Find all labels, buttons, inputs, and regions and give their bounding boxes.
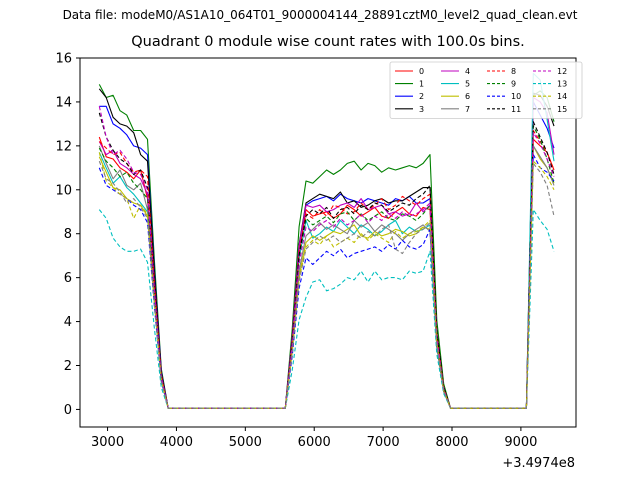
series-line-12 bbox=[98, 106, 555, 409]
y-tick-label-0: 0 bbox=[64, 403, 72, 418]
x-tick-label-3000: 3000 bbox=[91, 435, 124, 450]
series-line-13 bbox=[98, 209, 555, 409]
legend-label-15: 15 bbox=[557, 105, 567, 114]
legend-label-1: 1 bbox=[419, 80, 424, 89]
series-line-5 bbox=[98, 72, 555, 409]
legend-label-12: 12 bbox=[557, 67, 567, 76]
y-tick-label-16: 16 bbox=[55, 52, 72, 67]
series-line-0 bbox=[98, 136, 555, 409]
series-line-2 bbox=[99, 101, 555, 409]
x-tick-label-5000: 5000 bbox=[229, 435, 262, 450]
series-line-11 bbox=[98, 112, 555, 409]
legend-label-5: 5 bbox=[465, 80, 470, 89]
x-tick-label-6000: 6000 bbox=[298, 435, 331, 450]
x-tick-label-8000: 8000 bbox=[435, 435, 468, 450]
series-line-3 bbox=[98, 88, 555, 409]
series-line-15 bbox=[98, 160, 555, 409]
axis-ticks: 3000 4000 5000 6000 7000 8000 9000024681012141… bbox=[55, 52, 537, 451]
x-tick-label-7000: 7000 bbox=[367, 435, 400, 450]
y-tick-label-12: 12 bbox=[55, 139, 72, 154]
legend-label-6: 6 bbox=[465, 92, 470, 101]
y-tick-label-2: 2 bbox=[64, 359, 72, 374]
y-tick-label-10: 10 bbox=[55, 183, 72, 198]
legend-label-10: 10 bbox=[511, 92, 521, 101]
series-line-6 bbox=[98, 145, 555, 409]
axes-frame bbox=[79, 57, 577, 428]
series-line-4 bbox=[98, 96, 555, 409]
legend-label-4: 4 bbox=[465, 67, 470, 76]
series-line-1 bbox=[98, 84, 555, 409]
x-axis-offset-label: +3.4974e8 bbox=[502, 456, 575, 471]
legend-label-0: 0 bbox=[419, 67, 424, 76]
series-line-9 bbox=[98, 125, 555, 409]
x-tick-label-4000: 4000 bbox=[160, 435, 193, 450]
series-line-14 bbox=[98, 152, 555, 409]
series-line-8 bbox=[98, 129, 555, 409]
legend-box bbox=[389, 61, 583, 119]
legend-label-9: 9 bbox=[511, 80, 516, 89]
y-tick-label-8: 8 bbox=[64, 227, 72, 242]
legend-label-11: 11 bbox=[511, 105, 521, 114]
legend-label-7: 7 bbox=[465, 105, 470, 114]
series-line-10 bbox=[98, 154, 555, 409]
y-tick-label-6: 6 bbox=[64, 271, 72, 286]
series-line-7 bbox=[98, 145, 555, 409]
legend-label-2: 2 bbox=[419, 92, 424, 101]
legend-label-14: 14 bbox=[557, 92, 567, 101]
series-lines bbox=[98, 72, 555, 409]
legend-label-13: 13 bbox=[557, 80, 567, 89]
figure-suptitle: Data file: modeM0/AS1A10_064T01_90000041… bbox=[62, 8, 578, 22]
legend-label-3: 3 bbox=[419, 105, 424, 114]
x-tick-label-9000: 9000 bbox=[504, 435, 537, 450]
y-tick-label-14: 14 bbox=[55, 95, 72, 110]
legend-label-8: 8 bbox=[511, 67, 516, 76]
y-tick-label-4: 4 bbox=[64, 315, 72, 330]
chart-title: Quadrant 0 module wise count rates with … bbox=[131, 34, 525, 50]
